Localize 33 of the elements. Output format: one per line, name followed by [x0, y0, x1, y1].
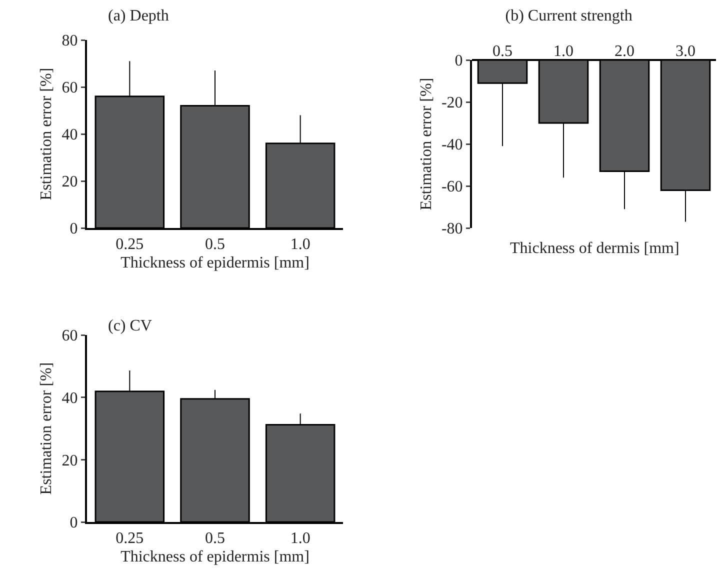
y-tick-label: -60 — [441, 178, 463, 196]
x-tick-label: 1.0 — [290, 530, 310, 548]
y-tick-label: 0 — [70, 220, 78, 238]
y-tick-label: 40 — [62, 126, 78, 144]
y-axis-title: Estimation error [%] — [38, 362, 56, 495]
x-tick-label: 1.0 — [290, 236, 310, 254]
chart-title: (a) Depth — [108, 8, 169, 25]
x-tick-label: 0.5 — [205, 236, 225, 254]
y-tick-label: 40 — [62, 390, 78, 407]
y-axis-title: Estimation error [%] — [418, 78, 435, 210]
y-tick-label: 60 — [62, 328, 78, 345]
x-tick-label: 3.0 — [676, 42, 696, 60]
y-tick-label: 20 — [62, 174, 78, 191]
y-tick-label: 60 — [62, 80, 78, 97]
chart-title: (c) CV — [108, 318, 152, 335]
x-axis-title: Thickness of epidermis [mm] — [120, 548, 310, 566]
y-tick-label: 20 — [62, 452, 78, 470]
chart-title: (b) Current strength — [505, 8, 632, 25]
x-tick-label: 0.25 — [116, 530, 144, 548]
y-tick-label: 0 — [454, 52, 463, 70]
x-tick-label: 0.25 — [116, 236, 144, 254]
y-tick-label: -20 — [441, 94, 463, 112]
x-axis-title: Thickness of dermis [mm] — [510, 240, 680, 257]
x-tick-label: 0.5 — [492, 42, 512, 60]
y-tick-label: 0 — [70, 514, 78, 532]
y-tick-label: -80 — [441, 220, 463, 238]
x-tick-label: 0.5 — [205, 530, 225, 548]
x-tick-label: 2.0 — [614, 42, 634, 60]
x-tick-label: 1.0 — [554, 42, 574, 60]
x-axis-title: Thickness of epidermis [mm] — [120, 254, 310, 272]
y-tick-label: -40 — [441, 136, 463, 154]
y-tick-label: 80 — [62, 32, 78, 50]
y-axis-title: Estimation error [%] — [38, 68, 56, 200]
